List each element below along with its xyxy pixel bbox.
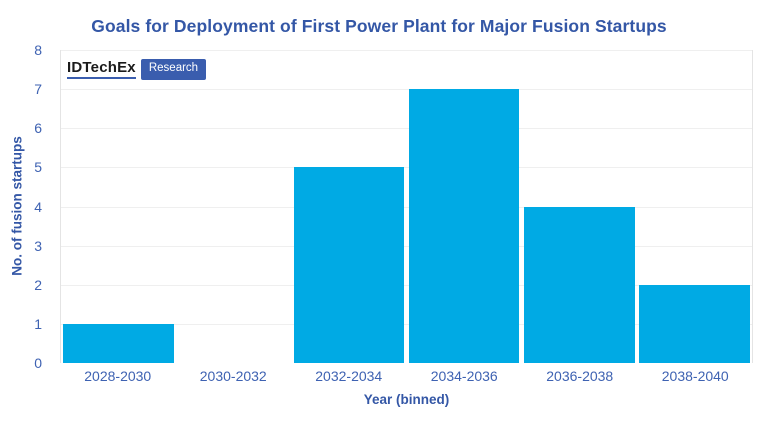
plot-area: IDTechEx Research xyxy=(60,50,753,363)
gridline xyxy=(61,89,752,91)
gridline xyxy=(61,206,752,208)
x-tick-label: 2028-2030 xyxy=(84,368,152,384)
y-tick-label: 8 xyxy=(34,42,42,58)
idtechex-logo: IDTechEx Research xyxy=(67,59,207,80)
gridline xyxy=(61,167,752,169)
bars xyxy=(61,50,752,363)
gridline xyxy=(61,284,752,286)
y-tick-label: 5 xyxy=(34,159,42,176)
bar-2038-2040 xyxy=(639,284,750,363)
bar-slot xyxy=(291,50,406,363)
gridline xyxy=(61,323,752,325)
y-tick-label: 1 xyxy=(34,315,42,332)
chart-title: Goals for Deployment of First Power Plan… xyxy=(91,16,667,36)
x-axis-ticks: 2028-2030 2030-2032 2032-2034 2034-2036 2036… xyxy=(60,368,753,384)
bar-2034-2036 xyxy=(408,89,520,363)
gridline xyxy=(61,128,752,130)
y-tick-label: 0 xyxy=(34,355,42,371)
gridline xyxy=(61,245,752,247)
y-tick-label: 2 xyxy=(34,276,42,293)
y-tick-label: 7 xyxy=(34,81,42,98)
bar-slot xyxy=(407,50,522,363)
bar-slot xyxy=(61,50,176,363)
x-tick-label: 2036-2038 xyxy=(546,368,614,384)
y-tick-label: 3 xyxy=(34,237,42,254)
bar-2032-2034 xyxy=(293,167,405,363)
bar-2036-2038 xyxy=(523,206,635,363)
x-tick-label: 2032-2034 xyxy=(315,368,383,384)
y-axis-ticks: 0 1 2 3 4 5 6 7 8 xyxy=(0,43,50,370)
idtechex-brand-text: IDTechEx xyxy=(67,59,136,80)
x-tick-label: 2038-2040 xyxy=(661,368,729,384)
bar-slot xyxy=(637,50,752,363)
x-axis-title: Year (binned) xyxy=(363,392,450,407)
bar-slot xyxy=(176,50,291,363)
research-badge: Research xyxy=(140,59,207,80)
y-tick-label: 6 xyxy=(34,120,42,137)
y-tick-label: 4 xyxy=(34,198,42,215)
x-tick-label: 2030-2032 xyxy=(199,368,267,384)
gridline xyxy=(61,50,752,51)
bar-slot xyxy=(522,50,637,363)
bar-2028-2030 xyxy=(63,323,174,363)
x-tick-label: 2034-2036 xyxy=(430,368,498,384)
